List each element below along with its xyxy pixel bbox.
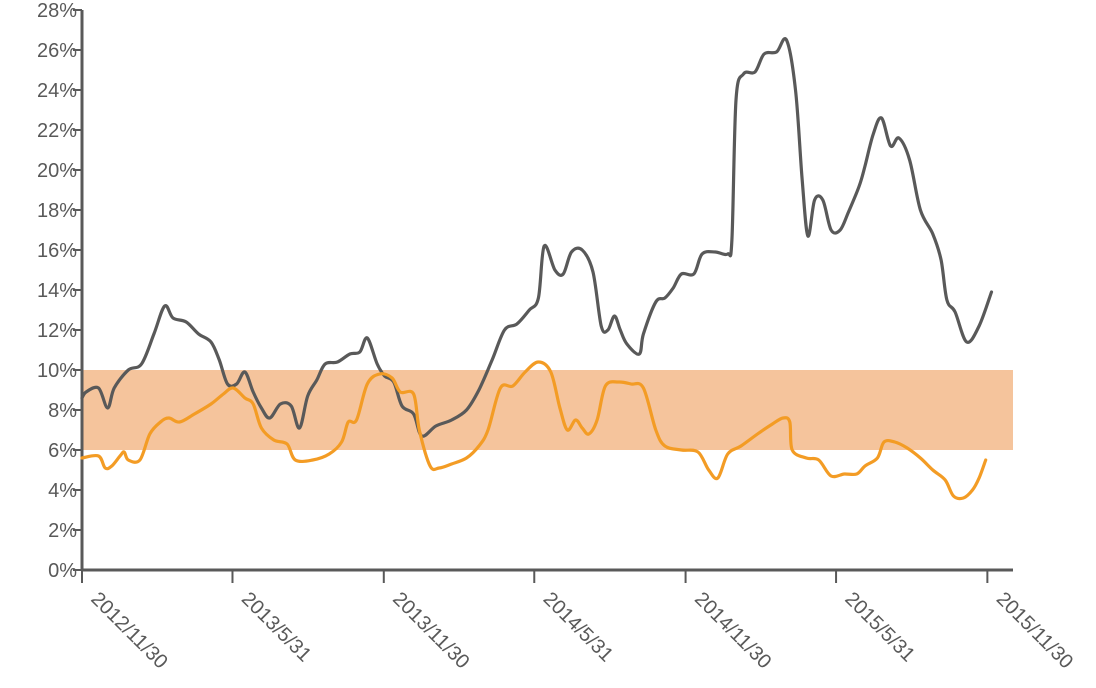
y-tick-label: 22% bbox=[37, 120, 77, 142]
band-layer bbox=[82, 370, 1013, 450]
label-layer: 0% 2% 4% 6% 8% 10% 12% 14% 16% 18% 20% 22% 24% 26% 28%… bbox=[37, 0, 1077, 673]
reference-band bbox=[82, 370, 1013, 450]
x-tick-label: 2013/5/31 bbox=[237, 588, 315, 666]
y-tick-label: 28% bbox=[37, 0, 77, 22]
series-line-2 bbox=[80, 360, 988, 501]
y-tick-label: 26% bbox=[37, 40, 77, 62]
series-layer bbox=[80, 37, 994, 501]
x-tick-label: 2013/11/30 bbox=[388, 588, 473, 673]
y-tick-label: 18% bbox=[37, 200, 77, 222]
series-line-1 bbox=[80, 37, 994, 438]
y-tick-label: 14% bbox=[37, 280, 77, 302]
y-tick-label: 4% bbox=[48, 480, 77, 502]
x-tick-label: 2015/5/31 bbox=[841, 588, 919, 666]
y-tick-label: 2% bbox=[48, 520, 77, 542]
y-tick-label: 24% bbox=[37, 80, 77, 102]
y-tick-label: 12% bbox=[37, 320, 77, 342]
x-tick-label: 2014/5/31 bbox=[539, 588, 617, 666]
y-tick-label: 8% bbox=[48, 400, 77, 422]
y-tick-label: 10% bbox=[37, 360, 77, 382]
y-tick-label: 20% bbox=[37, 160, 77, 182]
x-tick-label: 2014/11/30 bbox=[690, 588, 775, 673]
y-tick-label: 6% bbox=[48, 440, 77, 462]
y-tick-label: 16% bbox=[37, 240, 77, 262]
x-tick-label: 2015/11/30 bbox=[992, 588, 1077, 673]
axis-layer bbox=[73, 9, 1013, 583]
x-tick-label: 2012/11/30 bbox=[86, 588, 171, 673]
y-tick-label: 0% bbox=[48, 560, 77, 582]
